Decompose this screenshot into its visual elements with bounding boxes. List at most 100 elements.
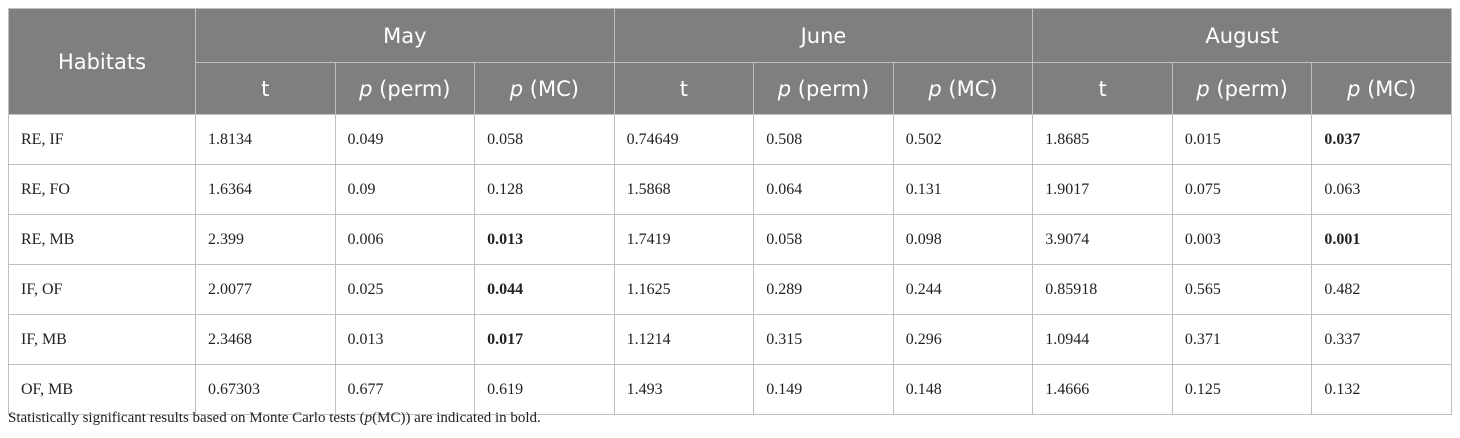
sub-header-part: t: [261, 76, 270, 101]
sub-header-part: p: [928, 76, 942, 101]
group-header: August: [1032, 8, 1452, 63]
sub-header-part: p: [509, 76, 524, 101]
group-header: June: [613, 8, 1034, 63]
cell: 2.0077: [195, 264, 336, 315]
cell: 0.315: [753, 314, 894, 365]
cell: 0.371: [1171, 314, 1313, 365]
cell: 0.244: [892, 264, 1034, 315]
cell: 1.8134: [195, 114, 336, 165]
cell: 0.131: [892, 164, 1034, 215]
sub-header-part: (perm): [372, 76, 451, 101]
sub-header: p (perm): [1171, 62, 1313, 115]
cell: 1.5868: [613, 164, 755, 215]
sub-header-part: (MC): [1360, 76, 1417, 101]
cell: 1.0944: [1032, 314, 1173, 365]
cell: 1.1625: [613, 264, 755, 315]
row: IF, OF 2.0077 0.025 0.044 1.1625 0.289 0.244 0.…: [8, 264, 1452, 315]
cell: 0.337: [1311, 314, 1452, 365]
sub-header-part: p: [1196, 76, 1210, 101]
row: OF, MB 0.67303 0.677 0.619 1.493 0.149 0.148 1.…: [8, 364, 1452, 415]
cell: 0.148: [892, 364, 1034, 415]
cell: 0.289: [753, 264, 894, 315]
cell: 0.044: [474, 264, 615, 315]
cell: 0.063: [1311, 164, 1452, 215]
cell: 0.502: [892, 114, 1034, 165]
cell: 0.003: [1171, 214, 1313, 265]
cell: 0.128: [474, 164, 615, 215]
cell: 0.09: [334, 164, 476, 215]
row: RE, IF 1.8134 0.049 0.058 0.74649 0.508 0.502 1…: [8, 114, 1452, 165]
cell: 1.7419: [613, 214, 755, 265]
cell: 0.017: [474, 314, 615, 365]
row-label: RE, MB: [8, 214, 196, 265]
cell: 0.74649: [613, 114, 755, 165]
cell: 0.677: [334, 364, 476, 415]
cell: 0.132: [1311, 364, 1452, 415]
row: RE, MB 2.399 0.006 0.013 1.7419 0.058 0.098 3.9…: [8, 214, 1452, 265]
cell: 0.482: [1311, 264, 1452, 315]
cell: 0.013: [334, 314, 476, 365]
row-label: IF, MB: [8, 314, 196, 365]
sub-header-part: p: [777, 76, 792, 101]
cell: 0.058: [753, 214, 894, 265]
sub-header: p (MC): [1311, 62, 1452, 115]
row: IF, MB 2.3468 0.013 0.017 1.1214 0.315 0.296 1.…: [8, 314, 1452, 365]
cell: 0.013: [474, 214, 615, 265]
sub-header: p (MC): [892, 62, 1034, 115]
sub-header-part: (MC): [523, 76, 579, 101]
cell: 2.399: [195, 214, 336, 265]
cell: 0.001: [1311, 214, 1452, 265]
cell: 0.67303: [195, 364, 336, 415]
cell: 1.6364: [195, 164, 336, 215]
sub-header-part: p: [359, 76, 373, 101]
sub-header-part: (perm): [791, 76, 870, 101]
row-header: Habitats: [8, 8, 196, 115]
sub-header: p (perm): [334, 62, 476, 115]
cell: 0.015: [1171, 114, 1313, 165]
sub-header-part: t: [679, 76, 689, 101]
footnote-part: (MC)) are indicated in bold.: [372, 410, 541, 426]
sub-header: p (perm): [753, 62, 894, 115]
cell: 1.4666: [1032, 364, 1173, 415]
cell: 0.049: [334, 114, 476, 165]
sub-header-part: (MC): [941, 76, 998, 101]
footnote-part: p: [364, 410, 373, 426]
sub-header-part: p: [1347, 76, 1361, 101]
cell: 0.098: [892, 214, 1034, 265]
cell: 1.9017: [1032, 164, 1173, 215]
row-label: RE, FO: [8, 164, 196, 215]
cell: 0.075: [1171, 164, 1313, 215]
row-label: OF, MB: [8, 364, 196, 415]
cell: 2.3468: [195, 314, 336, 365]
cell: 3.9074: [1032, 214, 1173, 265]
cell: 0.508: [753, 114, 894, 165]
sub-header: t: [613, 62, 755, 115]
sub-header-part: (perm): [1209, 76, 1288, 101]
cell: 0.006: [334, 214, 476, 265]
row: RE, FO 1.6364 0.09 0.128 1.5868 0.064 0.131 1.9…: [8, 164, 1452, 215]
cell: 0.619: [474, 364, 615, 415]
footnote-part: Statistically significant results based …: [8, 410, 365, 426]
cell: 0.296: [892, 314, 1034, 365]
cell: 0.125: [1171, 364, 1313, 415]
cell: 0.037: [1311, 114, 1452, 165]
cell: 0.565: [1171, 264, 1313, 315]
group-header: May: [195, 8, 615, 63]
sub-header: t: [195, 62, 336, 115]
cell: 1.493: [613, 364, 755, 415]
cell: 0.025: [334, 264, 476, 315]
cell: 1.1214: [613, 314, 755, 365]
cell: 0.149: [753, 364, 894, 415]
row-label: RE, IF: [8, 114, 196, 165]
sub-header-part: t: [1098, 76, 1107, 101]
cell: 0.058: [474, 114, 615, 165]
sub-header: t: [1032, 62, 1173, 115]
row-label: IF, OF: [8, 264, 196, 315]
sub-header: p (MC): [474, 62, 615, 115]
cell: 0.85918: [1032, 264, 1173, 315]
footnote: Statistically significant results based …: [8, 410, 541, 427]
cell: 1.8685: [1032, 114, 1173, 165]
